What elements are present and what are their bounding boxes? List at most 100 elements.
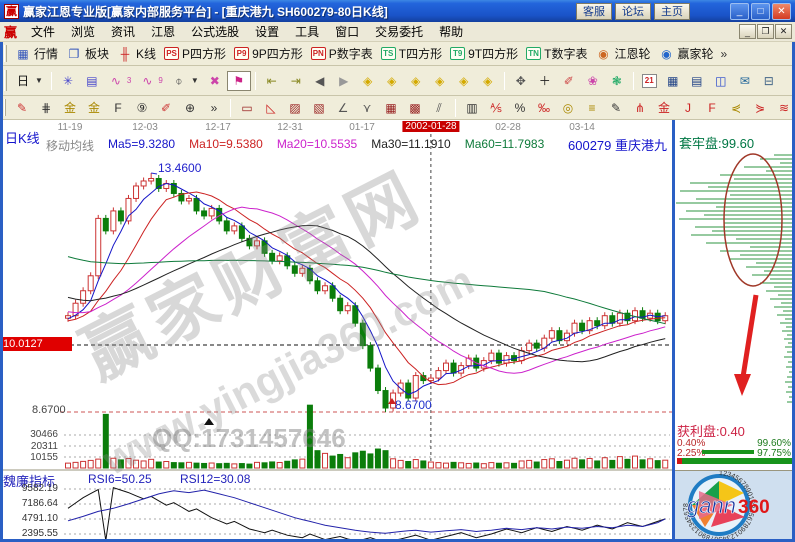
wave-9-button[interactable]: ∿ 9 <box>135 71 166 91</box>
brush-button[interactable]: ✐ <box>154 98 178 118</box>
maximize-button[interactable]: □ <box>751 2 770 20</box>
winner-wheel-button[interactable]: ◉ 赢家轮 <box>654 44 717 64</box>
gold-angle-button[interactable]: 金 <box>652 98 676 118</box>
menu-item[interactable]: 交易委托 <box>375 25 424 39</box>
kline-chart[interactable] <box>0 120 672 542</box>
mail-button[interactable]: ✉ <box>733 71 757 91</box>
gold-square-2-button[interactable]: 金 <box>82 98 106 118</box>
slash-lines-button[interactable]: ⫽ <box>427 98 451 118</box>
pencil-button[interactable]: ✎ <box>10 98 34 118</box>
minimize-button[interactable]: _ <box>730 2 749 20</box>
menu-item[interactable]: 资讯 <box>111 25 136 39</box>
wave-line-button[interactable]: ≋ <box>772 98 795 118</box>
mdi-minimize-button[interactable]: _ <box>739 24 756 39</box>
kline-button[interactable]: ╫ K线 <box>113 44 160 64</box>
quick-button-0[interactable]: 客服 <box>576 2 612 20</box>
crosshair-button[interactable]: ＋ <box>533 71 557 91</box>
rect-tool-button[interactable]: ▭ <box>235 98 259 118</box>
scale-tool-button[interactable]: ▥ <box>460 98 484 118</box>
9p-square-button[interactable]: P9 9P四方形 <box>230 44 307 64</box>
mdi-restore-button[interactable]: ❐ <box>757 24 774 39</box>
box-lines-button[interactable]: ▧ <box>307 98 331 118</box>
printer-button[interactable]: ⊟ <box>757 71 781 91</box>
sectors-button[interactable]: ❐ 板块 <box>62 44 113 64</box>
t-table-button[interactable]: TN T数字表 <box>522 44 591 64</box>
expand-v-button[interactable]: ◈ <box>452 71 476 91</box>
gold-slash-button[interactable]: ⋞ <box>724 98 748 118</box>
title-bar[interactable]: 赢 赢家江恩专业版[赢家内部服务平台] - [重庆港九 SH600279-80日… <box>0 0 795 22</box>
document-button[interactable]: ▤ <box>80 71 104 91</box>
menu-item[interactable]: 公式选股 <box>191 25 240 39</box>
andrews-fork-button[interactable]: ⋔ <box>628 98 652 118</box>
period-day-button[interactable]: 日 ▼ <box>11 71 47 91</box>
menu-item[interactable]: 设置 <box>255 25 280 39</box>
f-square-button[interactable]: F <box>106 98 130 118</box>
wave-3-button[interactable]: ∿ 3 <box>104 71 135 91</box>
quick-button-1[interactable]: 论坛 <box>615 2 651 20</box>
p-square-button[interactable]: PS P四方形 <box>160 44 230 64</box>
menu-item[interactable]: 文件 <box>31 25 56 39</box>
fit-screen-button[interactable]: ◈ <box>476 71 500 91</box>
chip-distribution-panel[interactable]: 套牢盘:99.60 获利盘:0.40 0.40% 99.60% 2.25% 97… <box>675 120 795 470</box>
color-flag-button[interactable]: ⚑ <box>226 70 251 91</box>
f-line-button[interactable]: F <box>700 98 724 118</box>
9t-square-button[interactable]: T9 9T四方形 <box>446 44 522 64</box>
gold-square-1-button[interactable]: 金 <box>58 98 82 118</box>
gann-wheel-button[interactable]: ◉ 江恩轮 <box>591 44 654 64</box>
go-next-button[interactable]: ▶ <box>332 71 356 91</box>
grid-tool-button[interactable]: ▦ <box>379 98 403 118</box>
menu-item[interactable]: 帮助 <box>439 25 464 39</box>
green-tool-button[interactable]: ❃ <box>605 71 629 91</box>
gold-circle-button[interactable]: ◎ <box>556 98 580 118</box>
trend-pen-button[interactable]: ✐ <box>557 71 581 91</box>
menu-item[interactable]: 工具 <box>295 25 320 39</box>
jump-left-button[interactable]: ◈ <box>356 71 380 91</box>
mdi-close-button[interactable]: ✕ <box>775 24 792 39</box>
pan-hand-button[interactable]: ✥ <box>509 71 533 91</box>
calendar-button[interactable]: 21 <box>638 71 661 91</box>
toolbar-overflow-icon[interactable]: » <box>720 46 728 61</box>
overflow-3-button[interactable]: » <box>202 98 226 118</box>
pink-tool-button[interactable]: ❀ <box>581 71 605 91</box>
quotes-button[interactable]: ▦ 行情 <box>11 44 62 64</box>
calculator-button[interactable]: ▦ <box>661 71 685 91</box>
gold-lines-button[interactable]: ≡ <box>580 98 604 118</box>
gann-grid-button[interactable]: ⋕ <box>34 98 58 118</box>
ink-brush-button[interactable]: ✎ <box>604 98 628 118</box>
go-last-button[interactable]: ⇥ <box>284 71 308 91</box>
time-cycle-button[interactable]: ⊕ <box>178 98 202 118</box>
t-square-button[interactable]: TS T四方形 <box>377 44 446 64</box>
panel-splitter[interactable] <box>672 120 675 542</box>
go-first-button[interactable]: ⇤ <box>260 71 284 91</box>
toolbar-grip[interactable] <box>4 45 7 62</box>
expand-h-button[interactable]: ◈ <box>404 71 428 91</box>
menu-item[interactable]: 窗口 <box>335 25 360 39</box>
bottle-button[interactable]: ⌽ ▼ <box>167 71 203 91</box>
x-pattern-button[interactable]: ✖ <box>203 71 227 91</box>
percent-line-button[interactable]: ‰ <box>532 98 556 118</box>
spider-net-button[interactable]: ✳ <box>56 71 80 91</box>
go-prev-button[interactable]: ◀ <box>308 71 332 91</box>
j-line-button[interactable]: J <box>676 98 700 118</box>
angle-line-button[interactable]: ∠ <box>331 98 355 118</box>
toolbar-grip[interactable] <box>4 70 7 91</box>
p-table-button[interactable]: PN P数字表 <box>307 44 377 64</box>
toolbar-grip[interactable] <box>4 99 6 116</box>
percent-button[interactable]: % <box>508 98 532 118</box>
v-line-button[interactable]: ⋎ <box>355 98 379 118</box>
speed-line-button[interactable]: ⋟ <box>748 98 772 118</box>
grid-dense-button[interactable]: ▩ <box>403 98 427 118</box>
save-button[interactable]: ◫ <box>709 71 733 91</box>
spiral-9-button[interactable]: ⑨ <box>130 98 154 118</box>
percent-red-button[interactable]: ⅍ <box>484 98 508 118</box>
compress-button[interactable]: ◈ <box>428 71 452 91</box>
notebook-button[interactable]: ▤ <box>685 71 709 91</box>
fan-lines-button[interactable]: ◺ <box>259 98 283 118</box>
menu-item[interactable]: 江恩 <box>151 25 176 39</box>
quick-button-2[interactable]: 主页 <box>654 2 690 20</box>
kline-chart-panel[interactable]: 日K线 11-19 12-03 12-17 12-31 01-17 02-28 03-14 … <box>0 120 672 542</box>
jump-right-button[interactable]: ◈ <box>380 71 404 91</box>
menu-item[interactable]: 浏览 <box>71 25 96 39</box>
box-fan-button[interactable]: ▨ <box>283 98 307 118</box>
close-button[interactable]: ✕ <box>772 2 791 20</box>
